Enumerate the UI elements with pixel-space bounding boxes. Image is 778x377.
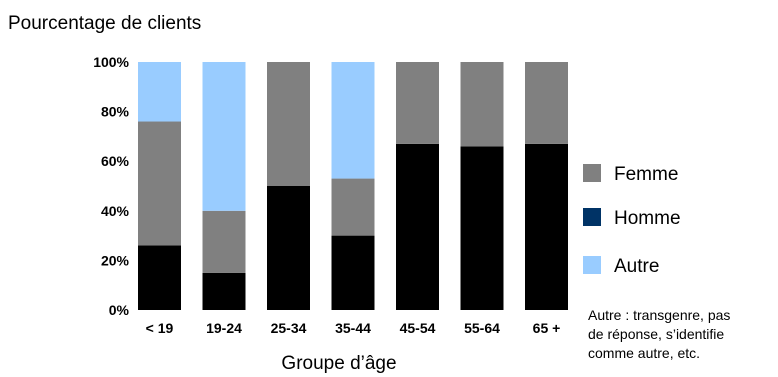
bar-segment-femme	[331, 178, 375, 236]
x-tick-label: 65 +	[533, 320, 561, 336]
legend-label: Autre	[614, 256, 659, 277]
bar-segment-homme	[267, 186, 310, 310]
x-tick-label: 45-54	[400, 320, 436, 336]
annotation-line: de réponse, s’identifie	[588, 326, 724, 342]
y-tick-label: 0%	[109, 302, 130, 318]
bar-segment-homme	[525, 143, 568, 310]
bar-segment-femme	[525, 62, 568, 144]
x-tick-label: < 19	[146, 320, 174, 336]
legend-swatch	[583, 208, 601, 226]
legend-label: Femme	[614, 164, 678, 185]
bar-segment-homme	[460, 146, 504, 310]
x-tick-label: 19-24	[206, 320, 242, 336]
y-axis-ticks: 0% 20% 40% 60% 80% 100%	[93, 54, 129, 318]
bar-segment-homme	[202, 272, 246, 310]
x-tick-label: 25-34	[271, 320, 307, 336]
bar-segment-femme	[202, 210, 246, 273]
annotation-line: comme autre, etc.	[588, 345, 700, 361]
legend-label: Homme	[614, 208, 681, 229]
y-tick-label: 60%	[101, 153, 130, 169]
y-tick-label: 40%	[101, 203, 130, 219]
x-tick-label: 35-44	[335, 320, 371, 336]
bars	[138, 62, 568, 310]
bar-segment-homme	[396, 143, 439, 310]
bar-segment-autre	[138, 62, 181, 122]
annotation-note: Autre : transgenre, pas de réponse, s’ide…	[588, 307, 730, 361]
legend-swatch	[583, 164, 601, 182]
bar-segment-femme	[267, 62, 310, 186]
bar-segment-homme	[138, 245, 181, 310]
legend-swatch	[583, 256, 601, 274]
y-tick-label: 80%	[101, 104, 130, 120]
y-tick-label: 100%	[93, 54, 129, 70]
legend: Femme Homme Autre	[583, 164, 681, 277]
bar-segment-homme	[331, 235, 375, 310]
y-tick-label: 20%	[101, 252, 130, 268]
annotation-line: Autre : transgenre, pas	[588, 307, 730, 323]
bar-segment-autre	[202, 62, 246, 211]
bar-segment-femme	[138, 121, 181, 246]
bar-segment-autre	[331, 62, 375, 179]
x-axis-label: Groupe d’âge	[281, 353, 396, 374]
x-axis-ticks: < 19 19-24 25-34 35-44 45-54 55-64 65 +	[146, 320, 561, 336]
x-tick-label: 55-64	[464, 320, 500, 336]
chart-title: Pourcentage de clients	[8, 13, 201, 34]
bar-segment-femme	[396, 62, 439, 144]
bar-segment-femme	[460, 62, 504, 147]
